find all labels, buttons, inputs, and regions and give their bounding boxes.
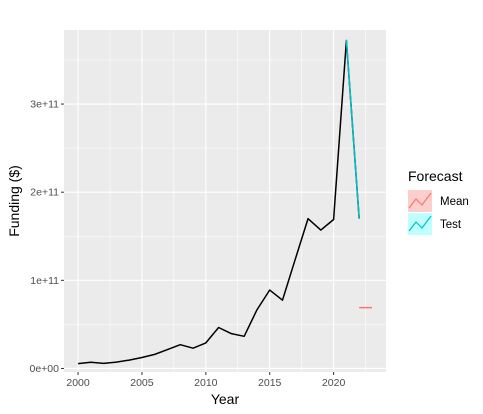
y-tick-label: 2e+11 — [30, 187, 59, 199]
x-axis-title: Year — [211, 391, 240, 407]
x-tick-label: 2010 — [194, 377, 218, 389]
series-layer — [77, 39, 372, 365]
minor-gridlines — [64, 30, 386, 372]
legend-label-test: Test — [440, 219, 462, 231]
legend-title: Forecast — [408, 168, 463, 184]
y-tick-label: 0e+00 — [30, 363, 60, 375]
x-tick-label: 2000 — [66, 377, 90, 389]
legend-key-test — [408, 213, 432, 235]
x-tick-label: 2015 — [258, 377, 282, 389]
legend-swatch-mean — [408, 192, 432, 209]
y-tick-label: 1e+11 — [30, 275, 59, 287]
legend-swatch-test — [408, 215, 432, 232]
legend-label-mean: Mean — [440, 196, 469, 208]
y-axis-title: Funding ($) — [6, 165, 22, 237]
major-gridlines — [64, 30, 386, 372]
y-tick-label: 3e+11 — [30, 99, 59, 111]
x-axis: 2000 2005 2010 2015 2020 — [66, 372, 345, 389]
x-tick-label: 2020 — [322, 377, 346, 389]
y-axis: 0e+00 1e+11 2e+11 3e+11 — [30, 99, 64, 375]
legend: Forecast Mean Test — [408, 168, 469, 235]
x-tick-label: 2005 — [130, 377, 154, 389]
legend-item-mean: Mean — [408, 190, 469, 212]
series-line-test — [345, 39, 360, 219]
plot-panel — [64, 30, 386, 372]
legend-key-mean — [408, 190, 432, 212]
legend-item-test: Test — [408, 213, 462, 235]
